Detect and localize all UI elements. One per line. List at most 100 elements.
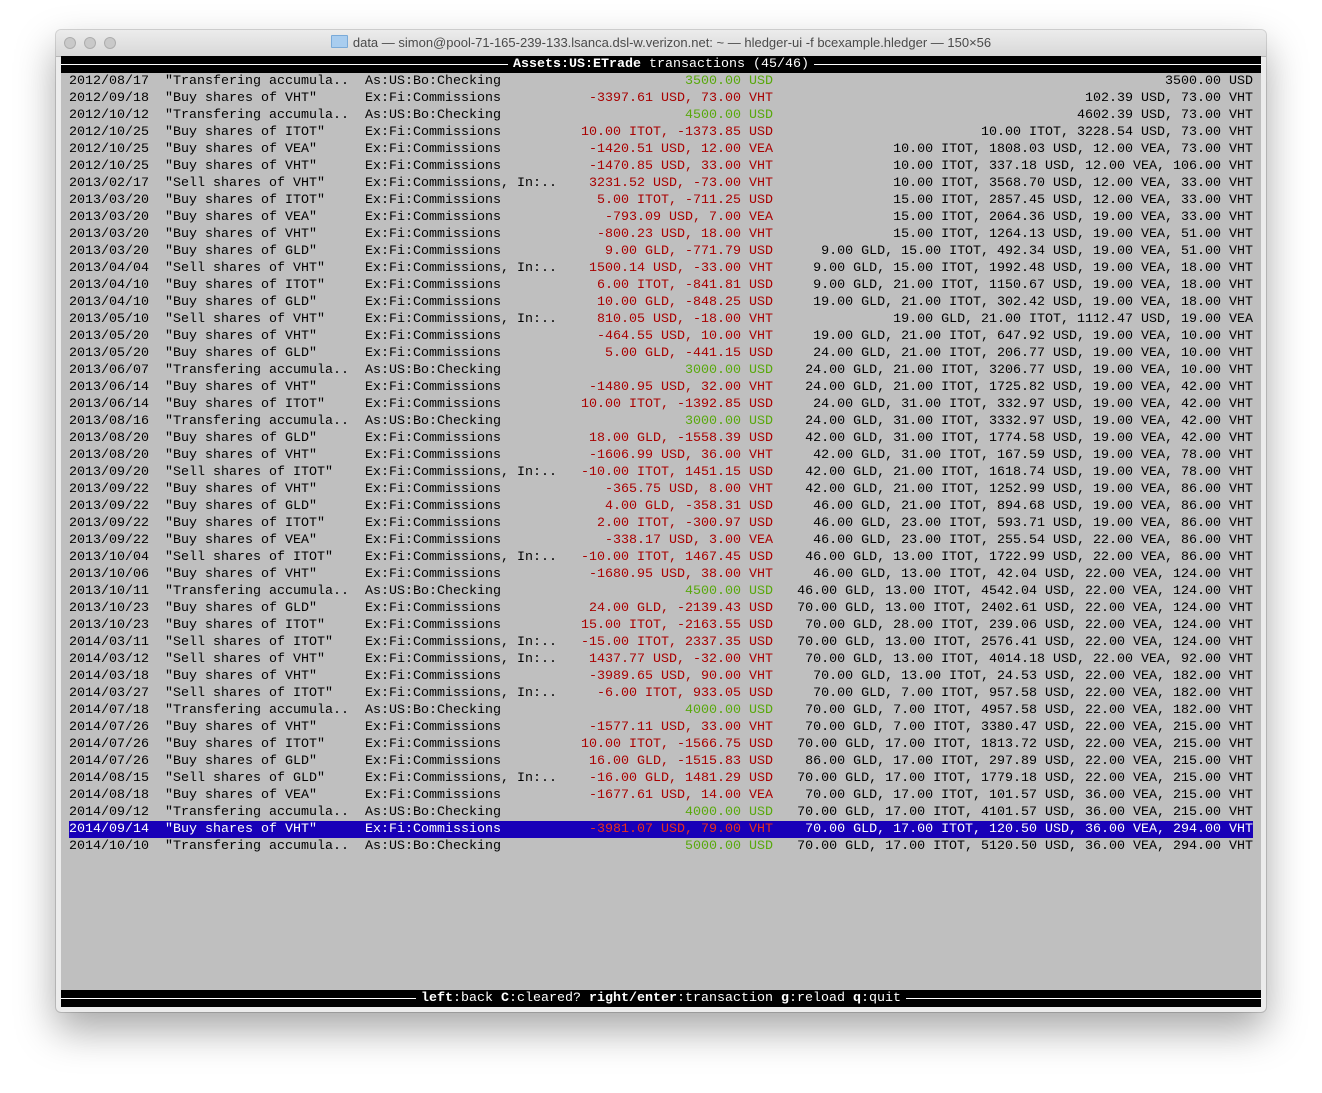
- transaction-row[interactable]: 2013/02/17 "Sell shares of VHT" Ex:Fi:Comm…: [61, 175, 1261, 192]
- account: As:US:Bo:Checking: [365, 703, 501, 718]
- transaction-row[interactable]: 2013/09/22 "Buy shares of VHT" Ex:Fi:Commi…: [61, 481, 1261, 498]
- transaction-row[interactable]: 2013/03/20 "Buy shares of GLD" Ex:Fi:Commi…: [61, 243, 1261, 260]
- balance: 70.00 GLD, 13.00 ITOT, 2576.41 USD, 22.0…: [797, 635, 1253, 650]
- account: Ex:Fi:Commissions: [365, 618, 501, 633]
- amount: -3989.65 USD, 90.00 VHT: [589, 669, 773, 684]
- transaction-row[interactable]: 2012/08/17 "Transfering accumula.. As:US:B…: [61, 73, 1261, 90]
- balance: 42.00 GLD, 21.00 ITOT, 1618.74 USD, 19.0…: [805, 465, 1253, 480]
- description: "Sell shares of VHT": [165, 652, 325, 667]
- window-title-text: data — simon@pool-71-165-239-133.lsanca.…: [352, 35, 992, 50]
- date: 2013/06/07: [69, 363, 149, 378]
- window-title: data — simon@pool-71-165-239-133.lsanca.…: [56, 35, 1266, 50]
- balance: 42.00 GLD, 31.00 ITOT, 167.59 USD, 19.00…: [813, 448, 1253, 463]
- transaction-row[interactable]: 2014/08/15 "Sell shares of GLD" Ex:Fi:Comm…: [61, 770, 1261, 787]
- description: "Buy shares of GLD": [165, 295, 317, 310]
- account: Ex:Fi:Commissions: [365, 754, 501, 769]
- transaction-row[interactable]: 2013/10/23 "Buy shares of ITOT" Ex:Fi:Comm…: [61, 617, 1261, 634]
- balance: 19.00 GLD, 21.00 ITOT, 302.42 USD, 19.00…: [813, 295, 1253, 310]
- zoom-button[interactable]: [104, 37, 116, 49]
- transaction-row[interactable]: 2013/03/20 "Buy shares of VHT" Ex:Fi:Commi…: [61, 226, 1261, 243]
- transaction-row[interactable]: 2014/03/12 "Sell shares of VHT" Ex:Fi:Comm…: [61, 651, 1261, 668]
- amount: -365.75 USD, 8.00 VHT: [605, 482, 773, 497]
- account: Ex:Fi:Commissions, In:..: [365, 465, 557, 480]
- balance: 46.00 GLD, 23.00 ITOT, 255.54 USD, 22.00…: [813, 533, 1253, 548]
- account: Ex:Fi:Commissions: [365, 159, 501, 174]
- header-title: Assets:US:ETrade transactions (45/46): [508, 56, 814, 73]
- transaction-row[interactable]: 2014/08/18 "Buy shares of VEA" Ex:Fi:Commi…: [61, 787, 1261, 804]
- date: 2013/08/20: [69, 448, 149, 463]
- transaction-row[interactable]: 2013/08/20 "Buy shares of VHT" Ex:Fi:Commi…: [61, 447, 1261, 464]
- transaction-row[interactable]: 2013/10/11 "Transfering accumula.. As:US:B…: [61, 583, 1261, 600]
- transaction-row[interactable]: 2013/09/22 "Buy shares of GLD" Ex:Fi:Commi…: [61, 498, 1261, 515]
- transaction-row[interactable]: 2014/07/26 "Buy shares of GLD" Ex:Fi:Commi…: [61, 753, 1261, 770]
- transaction-row[interactable]: 2013/08/16 "Transfering accumula.. As:US:B…: [61, 413, 1261, 430]
- transaction-row[interactable]: 2014/03/18 "Buy shares of VHT" Ex:Fi:Commi…: [61, 668, 1261, 685]
- transaction-row[interactable]: 2014/03/27 "Sell shares of ITOT" Ex:Fi:Com…: [61, 685, 1261, 702]
- account: Ex:Fi:Commissions: [365, 210, 501, 225]
- date: 2012/09/18: [69, 91, 149, 106]
- account: Ex:Fi:Commissions, In:..: [365, 176, 557, 191]
- amount: 10.00 GLD, -848.25 USD: [597, 295, 773, 310]
- close-button[interactable]: [64, 37, 76, 49]
- transaction-row[interactable]: 2013/06/14 "Buy shares of VHT" Ex:Fi:Commi…: [61, 379, 1261, 396]
- transaction-row[interactable]: 2013/09/22 "Buy shares of ITOT" Ex:Fi:Comm…: [61, 515, 1261, 532]
- transaction-row[interactable]: 2013/05/20 "Buy shares of GLD" Ex:Fi:Commi…: [61, 345, 1261, 362]
- transaction-row[interactable]: 2013/05/10 "Sell shares of VHT" Ex:Fi:Comm…: [61, 311, 1261, 328]
- transaction-row[interactable]: 2013/04/04 "Sell shares of VHT" Ex:Fi:Comm…: [61, 260, 1261, 277]
- description: "Sell shares of VHT": [165, 176, 325, 191]
- transaction-row[interactable]: 2014/03/11 "Sell shares of ITOT" Ex:Fi:Com…: [61, 634, 1261, 651]
- transaction-row[interactable]: 2013/09/20 "Sell shares of ITOT" Ex:Fi:Com…: [61, 464, 1261, 481]
- transaction-row[interactable]: 2014/07/18 "Transfering accumula.. As:US:B…: [61, 702, 1261, 719]
- balance: 24.00 GLD, 21.00 ITOT, 1725.82 USD, 19.0…: [805, 380, 1253, 395]
- transaction-row[interactable]: 2012/10/25 "Buy shares of VEA" Ex:Fi:Commi…: [61, 141, 1261, 158]
- transaction-row[interactable]: 2013/10/04 "Sell shares of ITOT" Ex:Fi:Com…: [61, 549, 1261, 566]
- transaction-row[interactable]: 2014/10/10 "Transfering accumula.. As:US:B…: [61, 838, 1261, 855]
- account: Ex:Fi:Commissions, In:..: [365, 550, 557, 565]
- amount: 1500.14 USD, -33.00 VHT: [589, 261, 773, 276]
- key-help: left:back C:cleared? right/enter:transac…: [416, 990, 906, 1007]
- balance: 42.00 GLD, 31.00 ITOT, 1774.58 USD, 19.0…: [805, 431, 1253, 446]
- account: Ex:Fi:Commissions: [365, 482, 501, 497]
- amount: 4.00 GLD, -358.31 USD: [605, 499, 773, 514]
- account: Ex:Fi:Commissions, In:..: [365, 652, 557, 667]
- transaction-row[interactable]: 2013/03/20 "Buy shares of ITOT" Ex:Fi:Comm…: [61, 192, 1261, 209]
- account: Ex:Fi:Commissions: [365, 397, 501, 412]
- transaction-row[interactable]: 2013/04/10 "Buy shares of GLD" Ex:Fi:Commi…: [61, 294, 1261, 311]
- transaction-row[interactable]: 2013/09/22 "Buy shares of VEA" Ex:Fi:Commi…: [61, 532, 1261, 549]
- minimize-button[interactable]: [84, 37, 96, 49]
- date: 2013/10/23: [69, 618, 149, 633]
- date: 2013/10/04: [69, 550, 149, 565]
- terminal[interactable]: Assets:US:ETrade transactions (45/46) 20…: [61, 56, 1261, 1007]
- description: "Buy shares of VHT": [165, 567, 317, 582]
- amount: 16.00 GLD, -1515.83 USD: [589, 754, 773, 769]
- account: Ex:Fi:Commissions: [365, 346, 501, 361]
- amount: 4000.00 USD: [685, 703, 773, 718]
- transaction-row[interactable]: 2013/03/20 "Buy shares of VEA" Ex:Fi:Commi…: [61, 209, 1261, 226]
- transaction-row[interactable]: 2013/06/07 "Transfering accumula.. As:US:B…: [61, 362, 1261, 379]
- amount: 10.00 ITOT, -1373.85 USD: [581, 125, 773, 140]
- transaction-row[interactable]: 2013/04/10 "Buy shares of ITOT" Ex:Fi:Comm…: [61, 277, 1261, 294]
- description: "Buy shares of VEA": [165, 788, 317, 803]
- transaction-row[interactable]: 2014/07/26 "Buy shares of VHT" Ex:Fi:Commi…: [61, 719, 1261, 736]
- transaction-row[interactable]: 2013/10/06 "Buy shares of VHT" Ex:Fi:Commi…: [61, 566, 1261, 583]
- transaction-row[interactable]: 2012/09/18 "Buy shares of VHT" Ex:Fi:Commi…: [61, 90, 1261, 107]
- transaction-row[interactable]: 2014/09/12 "Transfering accumula.. As:US:B…: [61, 804, 1261, 821]
- description: "Buy shares of ITOT": [165, 193, 325, 208]
- transaction-row[interactable]: 2013/06/14 "Buy shares of ITOT" Ex:Fi:Comm…: [61, 396, 1261, 413]
- key-0: left: [421, 991, 454, 1006]
- transaction-row[interactable]: 2012/10/25 "Buy shares of ITOT" Ex:Fi:Comm…: [61, 124, 1261, 141]
- date: 2014/09/12: [69, 805, 149, 820]
- transaction-row[interactable]: 2013/08/20 "Buy shares of GLD" Ex:Fi:Commi…: [61, 430, 1261, 447]
- transaction-row-selected[interactable]: 2014/09/14 "Buy shares of VHT" Ex:Fi:Commi…: [69, 821, 1253, 838]
- date: 2014/08/15: [69, 771, 149, 786]
- account: Ex:Fi:Commissions: [365, 737, 501, 752]
- key-3: g: [780, 991, 789, 1006]
- transaction-row[interactable]: 2013/05/20 "Buy shares of VHT" Ex:Fi:Commi…: [61, 328, 1261, 345]
- transaction-row[interactable]: 2013/10/23 "Buy shares of GLD" Ex:Fi:Commi…: [61, 600, 1261, 617]
- transaction-row[interactable]: 2012/10/12 "Transfering accumula.. As:US:B…: [61, 107, 1261, 124]
- account: Ex:Fi:Commissions: [365, 788, 501, 803]
- key-1: C: [501, 991, 510, 1006]
- transaction-row[interactable]: 2012/10/25 "Buy shares of VHT" Ex:Fi:Commi…: [61, 158, 1261, 175]
- balance: 70.00 GLD, 13.00 ITOT, 4014.18 USD, 22.0…: [805, 652, 1253, 667]
- transaction-row[interactable]: 2014/07/26 "Buy shares of ITOT" Ex:Fi:Comm…: [61, 736, 1261, 753]
